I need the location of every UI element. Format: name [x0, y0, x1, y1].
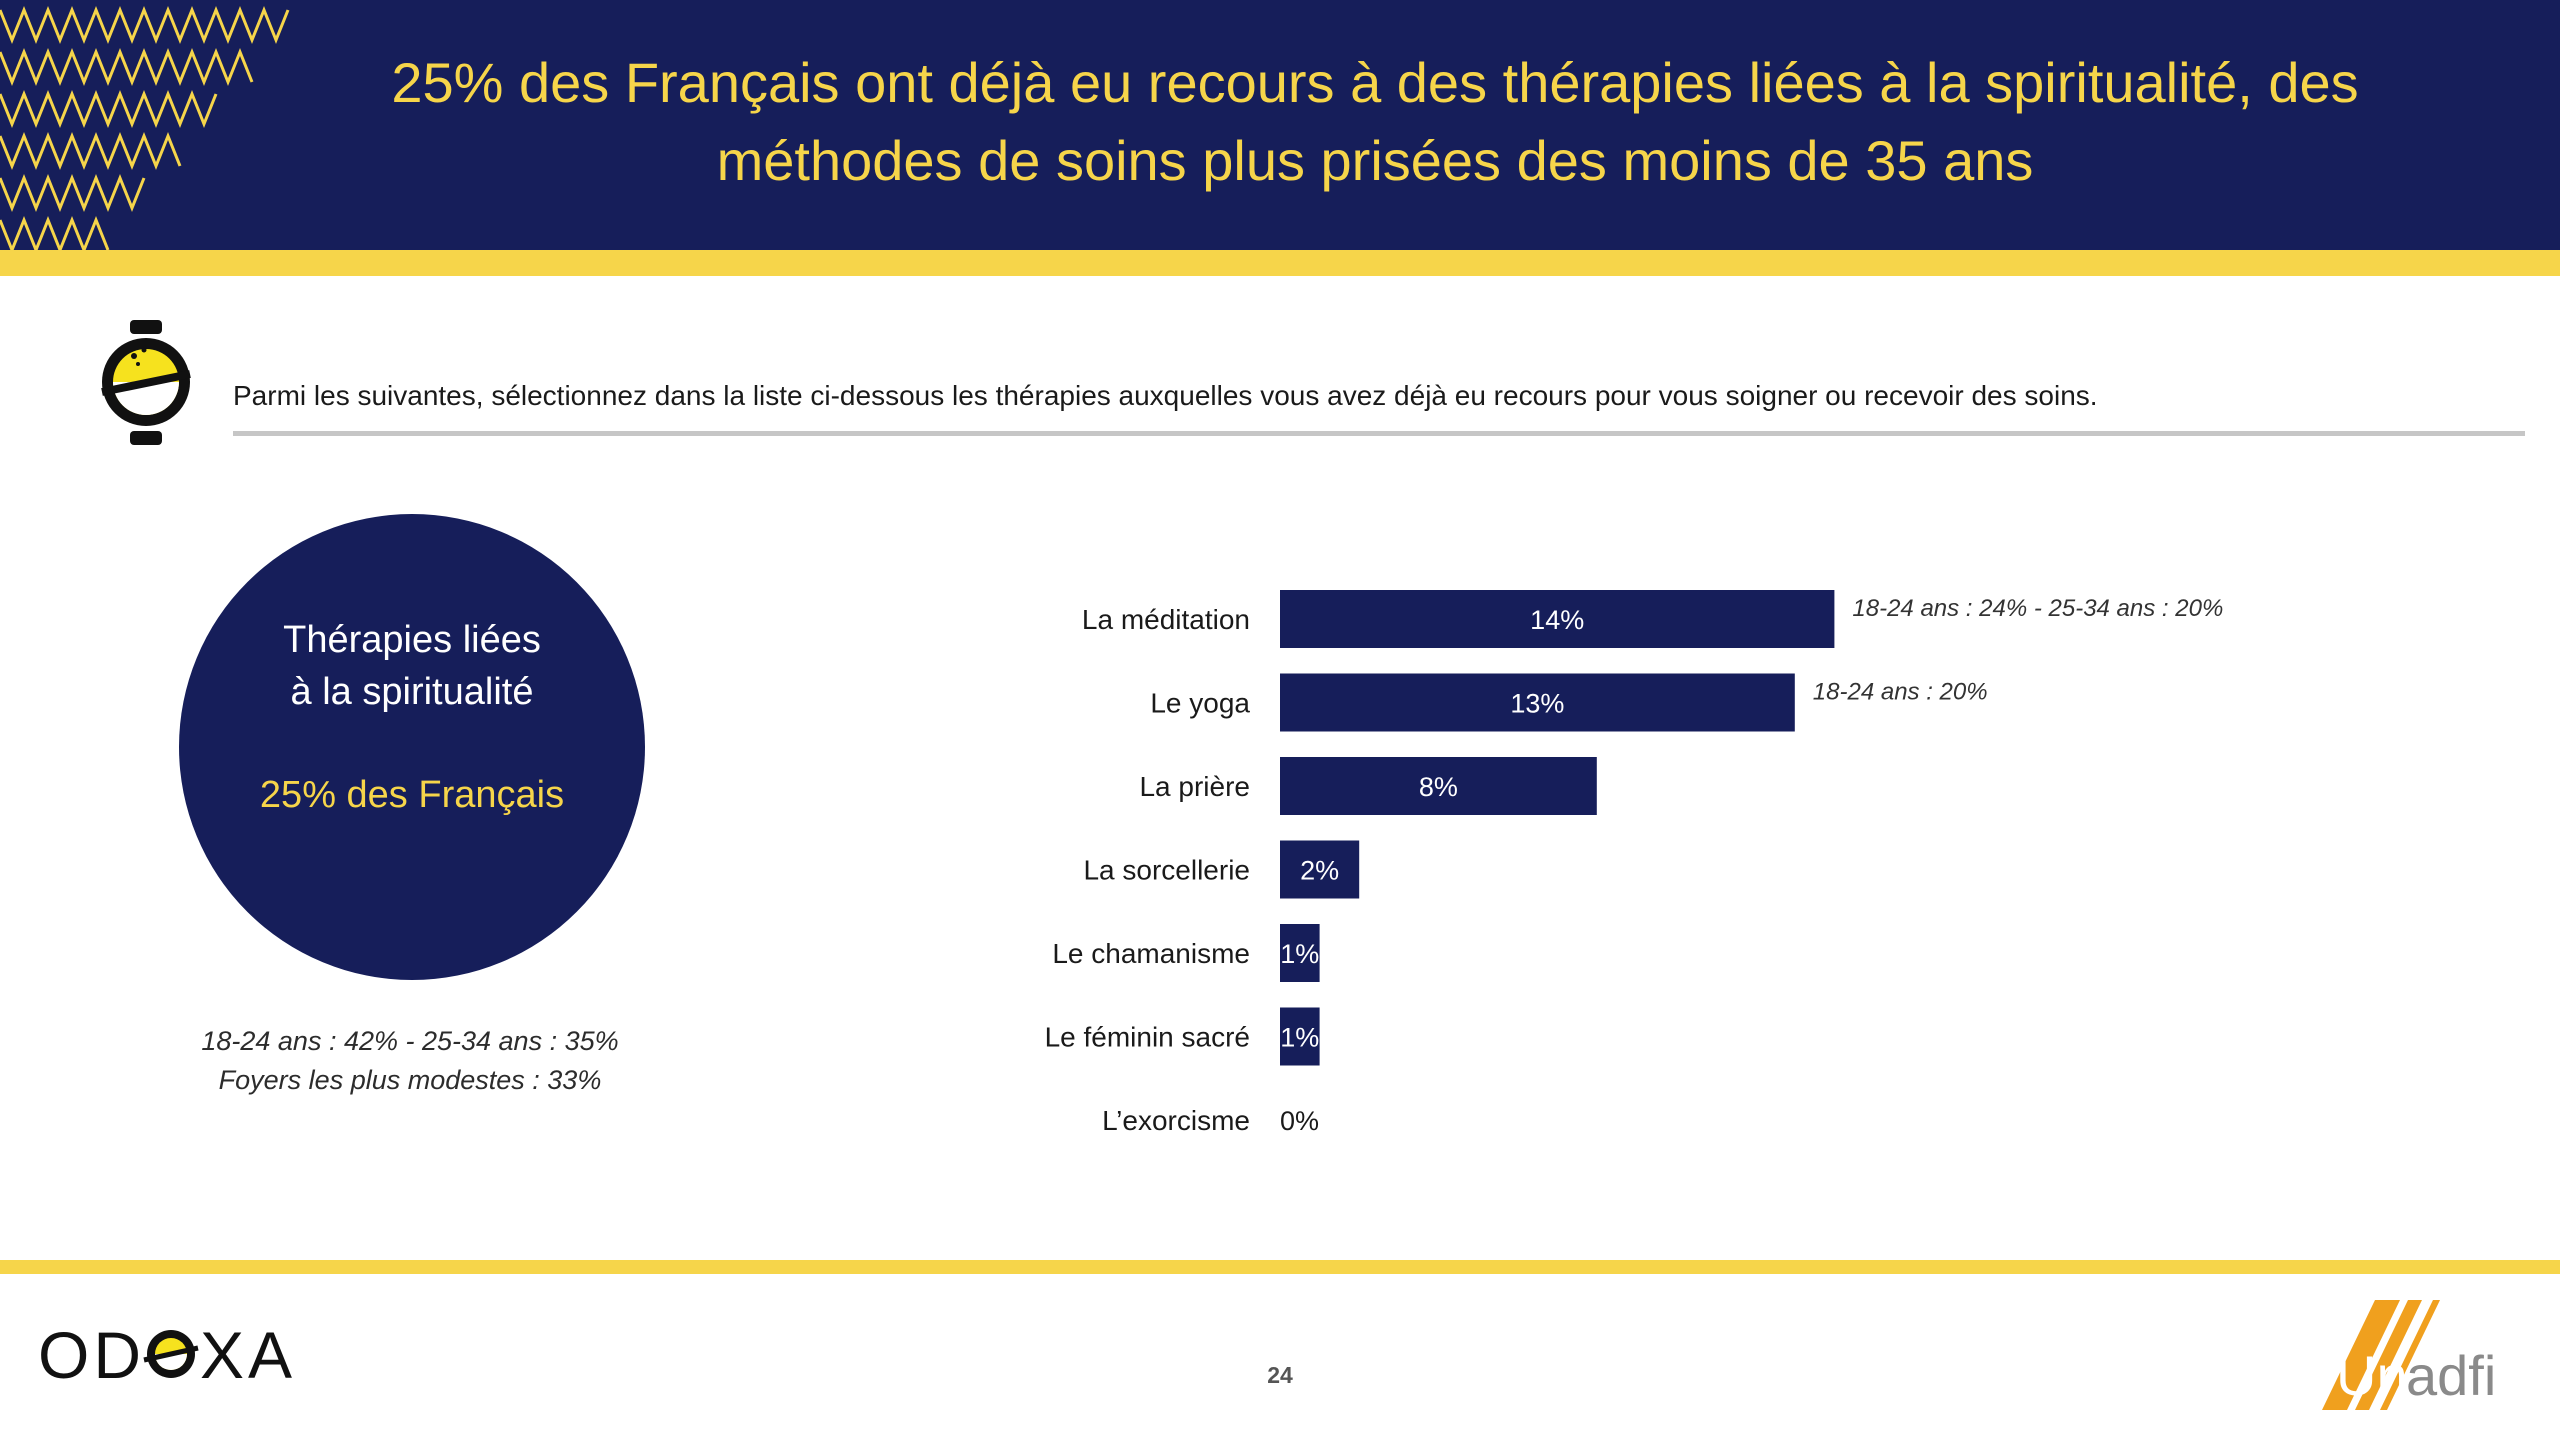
- odoxa-logo-text: OD XA: [38, 1318, 296, 1390]
- title-line-2: méthodes de soins plus prisées des moins…: [716, 129, 2034, 192]
- value-label: 13%: [1510, 689, 1564, 719]
- bar-chart: La méditation 14% 18-24 ans : 24% - 25-34 …: [1045, 590, 2223, 1136]
- bar-annotation: 18-24 ans : 20%: [1813, 679, 1988, 706]
- divider: [233, 431, 2525, 436]
- summary-value: 25% des Français: [259, 774, 565, 816]
- header-banner: 25% des Français ont déjà eu recours à d…: [0, 0, 2560, 250]
- summary-circle: [179, 514, 645, 980]
- bar: [1280, 757, 1597, 815]
- value-label: 0%: [1280, 1106, 1319, 1136]
- value-label: 14%: [1530, 605, 1584, 635]
- odoxa-logo: OD XA: [38, 1318, 296, 1390]
- summary-note-line-1: 18-24 ans : 42% - 25-34 ans : 35%: [201, 1026, 619, 1056]
- summary-note: 18-24 ans : 42% - 25-34 ans : 35% Foyers…: [100, 1022, 720, 1100]
- bar: [1280, 673, 1795, 732]
- summary-title-line-2: à la spiritualité: [290, 671, 534, 713]
- category-label: Le féminin sacré: [1045, 1022, 1250, 1053]
- bar: [1280, 924, 1320, 982]
- unadfi-logo: Un adfi: [2322, 1300, 2496, 1410]
- survey-question: Parmi les suivantes, sélectionnez dans l…: [233, 380, 2098, 411]
- summary-title-line-1: Thérapies liées: [283, 619, 541, 661]
- value-label: 1%: [1280, 939, 1319, 969]
- bar: [1280, 840, 1360, 899]
- header-stripe: [0, 250, 2560, 276]
- page-title: 25% des Français ont déjà eu recours à d…: [300, 44, 2450, 200]
- summary-title: Thérapies liées à la spiritualité: [179, 614, 645, 718]
- category-label: L’exorcisme: [1102, 1105, 1250, 1136]
- category-label: La sorcellerie: [1083, 855, 1250, 886]
- bar: [1280, 1007, 1320, 1066]
- bar-annotation: 18-24 ans : 24% - 25-34 ans : 20%: [1852, 595, 2223, 622]
- chevron-pattern-icon: [0, 5, 290, 250]
- category-label: La méditation: [1082, 604, 1250, 635]
- category-label: La prière: [1139, 771, 1250, 802]
- odoxa-logo-o-icon: [143, 1330, 199, 1378]
- footer-stripe: [0, 1260, 2560, 1274]
- unadfi-logo-suffix: adfi: [2406, 1344, 2496, 1407]
- category-label: Le yoga: [1150, 688, 1250, 719]
- value-label: 2%: [1300, 856, 1339, 886]
- category-label: Le chamanisme: [1052, 938, 1250, 969]
- odoxa-question-icon: [101, 320, 191, 445]
- page-number: 24: [1267, 1362, 1293, 1388]
- title-line-1: 25% des Français ont déjà eu recours à d…: [391, 51, 2359, 114]
- unadfi-logo-prefix: Un: [2336, 1344, 2408, 1407]
- bar: [1280, 590, 1835, 648]
- summary-note-line-2: Foyers les plus modestes : 33%: [218, 1065, 602, 1095]
- value-label: 8%: [1419, 772, 1458, 802]
- value-label: 1%: [1280, 1023, 1319, 1053]
